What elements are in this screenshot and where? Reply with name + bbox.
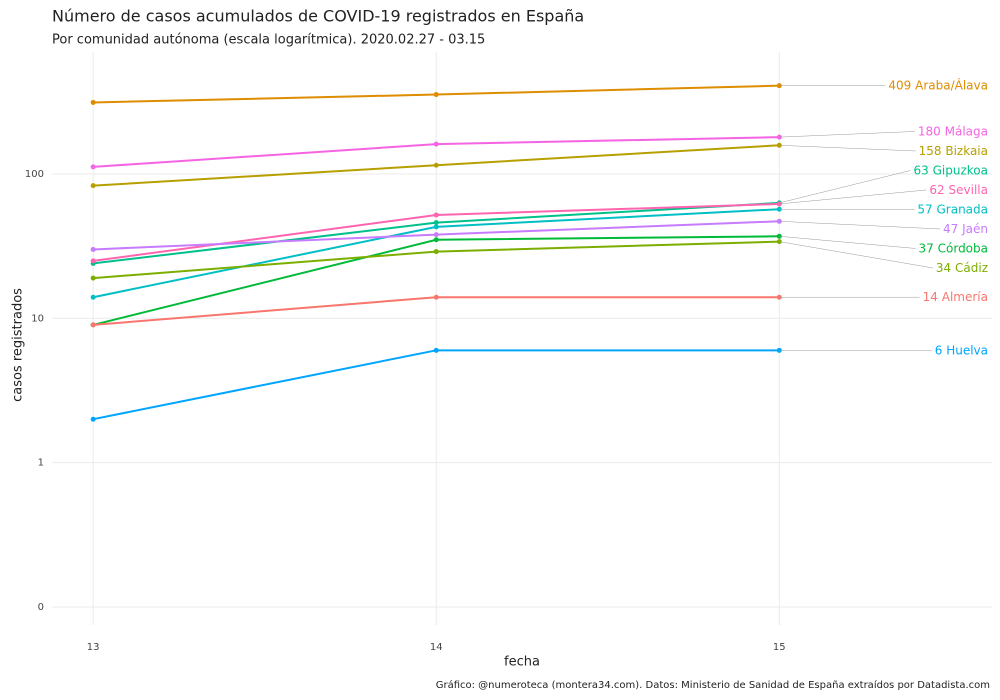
series-point bbox=[90, 416, 96, 422]
series-point bbox=[90, 322, 96, 328]
y-tick-label: 10 bbox=[31, 313, 44, 324]
end-label: 34 Cádiz bbox=[936, 260, 988, 274]
series-point bbox=[433, 162, 439, 168]
x-tick-label: 14 bbox=[430, 642, 443, 653]
end-label-value: 47 bbox=[943, 221, 958, 235]
end-label-value: 180 bbox=[918, 124, 941, 138]
end-label-value: 57 bbox=[917, 202, 932, 216]
end-label-name: Cádiz bbox=[955, 260, 988, 274]
series-point bbox=[433, 224, 439, 230]
end-label: 6 Huelva bbox=[935, 343, 988, 357]
series-point bbox=[90, 183, 96, 189]
series-point bbox=[90, 258, 96, 264]
end-label-name: Jaén bbox=[961, 221, 988, 235]
end-label-name: Málaga bbox=[945, 124, 988, 138]
leader-line bbox=[779, 131, 915, 138]
end-label: 47 Jaén bbox=[943, 221, 988, 235]
end-label: 57 Granada bbox=[917, 202, 988, 216]
end-label-value: 37 bbox=[919, 241, 934, 255]
leader-line bbox=[779, 241, 933, 269]
end-label-value: 158 bbox=[919, 143, 942, 157]
end-label: 63 Gipuzkoa bbox=[914, 163, 988, 177]
chart-subtitle: Por comunidad autónoma (escala logarítmi… bbox=[52, 33, 485, 48]
y-tick-label: 0 bbox=[38, 602, 44, 613]
series-point bbox=[90, 164, 96, 170]
series-point bbox=[433, 347, 439, 353]
series-point bbox=[90, 246, 96, 252]
end-label-value: 6 bbox=[935, 343, 943, 357]
caption: Gráfico: @numeroteca (montera34.com). Da… bbox=[436, 679, 990, 691]
end-label-name: Córdoba bbox=[938, 241, 988, 255]
leader-line bbox=[779, 145, 916, 152]
y-axis-label: casos registrados bbox=[11, 288, 26, 402]
end-label: 180 Málaga bbox=[918, 124, 988, 138]
end-label-name: Gipuzkoa bbox=[933, 163, 988, 177]
end-label-value: 34 bbox=[936, 260, 951, 274]
series-point bbox=[90, 294, 96, 300]
series-point bbox=[433, 237, 439, 243]
x-tick-label: 13 bbox=[87, 642, 100, 653]
y-tick-label: 100 bbox=[25, 169, 44, 180]
series-point bbox=[433, 141, 439, 147]
series-point bbox=[433, 212, 439, 218]
end-label-name: Almería bbox=[942, 290, 988, 304]
end-label: 14 Almería bbox=[923, 290, 988, 304]
end-label: 158 Bizkaia bbox=[919, 143, 988, 157]
end-label-value: 63 bbox=[914, 163, 929, 177]
end-label-value: 409 bbox=[888, 78, 911, 92]
end-label-name: Huelva bbox=[946, 343, 988, 357]
y-tick-label: 1 bbox=[38, 458, 44, 469]
end-label-name: Granada bbox=[936, 202, 988, 216]
end-label: 62 Sevilla bbox=[929, 182, 988, 196]
series-point bbox=[433, 220, 439, 226]
end-label-value: 14 bbox=[923, 290, 938, 304]
chart-title: Número de casos acumulados de COVID-19 r… bbox=[52, 7, 584, 26]
leader-line bbox=[779, 221, 941, 230]
series-point bbox=[433, 294, 439, 300]
end-label-name: Bizkaia bbox=[945, 143, 988, 157]
end-label-value: 62 bbox=[929, 182, 944, 196]
series-point bbox=[433, 232, 439, 238]
end-label-name: Sevilla bbox=[949, 182, 988, 196]
end-label: 37 Córdoba bbox=[919, 241, 988, 255]
end-label: 409 Araba/Álava bbox=[888, 77, 988, 92]
series-point bbox=[433, 249, 439, 255]
series-point bbox=[90, 275, 96, 281]
x-axis-label: fecha bbox=[504, 655, 540, 670]
leader-line bbox=[779, 189, 927, 205]
x-tick-label: 15 bbox=[773, 642, 786, 653]
leader-line bbox=[779, 236, 916, 249]
grid bbox=[52, 52, 992, 625]
leader-line bbox=[779, 170, 911, 204]
series-point bbox=[90, 99, 96, 105]
end-label-name: Araba/Álava bbox=[915, 77, 988, 92]
series-point bbox=[433, 92, 439, 98]
